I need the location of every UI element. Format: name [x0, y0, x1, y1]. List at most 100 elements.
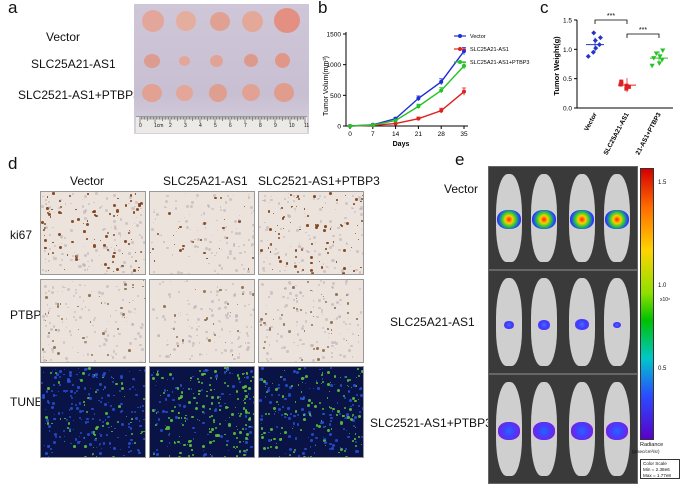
y-tick-label: 1500 [327, 32, 342, 39]
significance-bars: *** *** [594, 13, 660, 38]
color-scale-title: Color Scale [643, 461, 667, 466]
weight-point [656, 61, 663, 66]
radiance-label: Radiance [640, 442, 664, 448]
weight-y-tick-label: 1.5 [563, 18, 572, 25]
row-label-ki67: ki67 [10, 228, 33, 242]
col-header-vector: Vector [70, 174, 105, 188]
ruler-label: 4 [199, 123, 202, 129]
series-line [349, 65, 465, 127]
ruler-label: 0 [139, 123, 142, 129]
scale-tick-3: 0.5 [658, 366, 667, 372]
panel-label-b: b [318, 0, 328, 17]
sig-bracket [626, 33, 660, 38]
bioluminescence-signal [613, 322, 621, 329]
weight-y-tick-label: 0.5 [563, 76, 572, 83]
weight-point [624, 86, 629, 91]
weight-point [626, 84, 631, 89]
tumor-weight-chart: Tumor Weight(g) 0.0 0.5 1.0 1.5 Vector SLC25A… [552, 13, 673, 155]
data-point [416, 116, 421, 121]
weight-point [624, 83, 629, 88]
weight-point [660, 48, 666, 54]
bioluminescence-signal [498, 422, 520, 440]
x-tick-label: 35 [460, 131, 468, 138]
radiance-unit: (p/sec/cm²/sr) [632, 449, 660, 454]
ruler-label: 1cm [154, 123, 164, 129]
color-scale-bar [640, 168, 654, 440]
e-row-label-vector: Vector [444, 182, 479, 196]
weight-y-tick-label: 0.0 [563, 106, 572, 113]
row-label-ptbp3-stain: PTBP3 [10, 308, 49, 322]
weight-point [649, 63, 655, 69]
bioluminescence-signal [532, 210, 556, 230]
panel-label-e: e [455, 150, 465, 169]
data-point [462, 49, 466, 54]
ihc-image [40, 279, 146, 363]
legend-label: Vector [470, 34, 486, 40]
weight-category-label: SLC25A21-AS1 [603, 111, 631, 155]
weight-point [591, 30, 597, 36]
legend-label: SLC25A21-AS1 [470, 47, 509, 53]
weight-point [590, 49, 596, 55]
ihc-image [258, 191, 364, 275]
data-point [462, 89, 466, 94]
color-scale-max: Max = 1.77e8 [643, 473, 671, 478]
x-tick-label: 14 [392, 131, 400, 138]
scale-unit: x10⁸ [660, 297, 671, 303]
row-label-ptbp3: SLC2521-AS1+PTBP3 [18, 88, 140, 102]
ruler-label: 11 [304, 123, 310, 129]
weight-point [618, 82, 623, 87]
y-axis-label: Tumor Volum(mm³) [323, 56, 330, 116]
legend: Vector SLC25A21-AS1 SLC25A21-AS1+PTBP3 [454, 34, 529, 66]
x-tick-label: 21 [415, 131, 423, 138]
bioluminescence-signal [504, 321, 514, 330]
weight-category-label: Vector [583, 111, 599, 132]
scale-tick-1: 1.5 [658, 180, 667, 186]
data-point [348, 124, 352, 128]
ihc-image [149, 279, 255, 363]
tunel-image [149, 366, 255, 458]
weight-points [585, 30, 668, 93]
weight-point [653, 51, 659, 56]
ruler-label: 6 [229, 123, 232, 129]
sig-label: *** [639, 27, 647, 34]
data-point [416, 104, 421, 109]
color-scale-box: Color Scale Min = 2.38e6 Max = 1.77e8 [640, 459, 680, 479]
tunel-image [40, 366, 146, 458]
data-point [370, 123, 375, 128]
row-label-tunel: TUNEL [10, 395, 50, 409]
ruler-label: 2 [169, 123, 172, 129]
tumor-volume-chart: Tumor Volum(mm³) Days 0 500 1000 1500 0 7 14 21… [323, 32, 529, 149]
y-tick-label: 0 [337, 124, 341, 131]
ruler-label: 3 [184, 123, 187, 129]
legend-label: SLC25A21-AS1+PTBP3 [470, 60, 529, 66]
weight-point [593, 45, 599, 51]
ruler-label: 8 [259, 123, 262, 129]
data-point [393, 121, 398, 126]
data-point [393, 118, 398, 123]
ihc-image [258, 279, 364, 363]
legend-marker [458, 34, 462, 38]
y-tick-label: 1000 [327, 62, 342, 69]
bioluminescence-signal [605, 210, 629, 230]
data-point [439, 108, 444, 113]
col-header-slc25a21-as1: SLC25A21-AS1 [163, 174, 248, 188]
weight-point [585, 53, 591, 59]
legend-marker [458, 47, 462, 51]
x-tick-label: 28 [438, 131, 446, 138]
weight-point [659, 57, 665, 63]
ihc-image [149, 191, 255, 275]
bioluminescence-signal [575, 319, 589, 331]
data-point [439, 79, 444, 84]
scale-tick-2: 1.0 [658, 283, 667, 289]
row-label-vector: Vector [46, 30, 81, 44]
bioluminescence-signal [570, 210, 594, 230]
ruler-label: 9 [274, 123, 277, 129]
sig-label: *** [607, 13, 615, 20]
panel-label-d: d [8, 154, 18, 173]
x-tick-label: 7 [371, 131, 375, 138]
ruler-label: 7 [244, 123, 247, 129]
ruler: 0 1cm 2 3 4 5 6 7 8 9 10 11 [136, 116, 310, 133]
data-point [462, 63, 466, 68]
data-point [439, 88, 444, 93]
x-tick-label: 0 [348, 131, 352, 138]
